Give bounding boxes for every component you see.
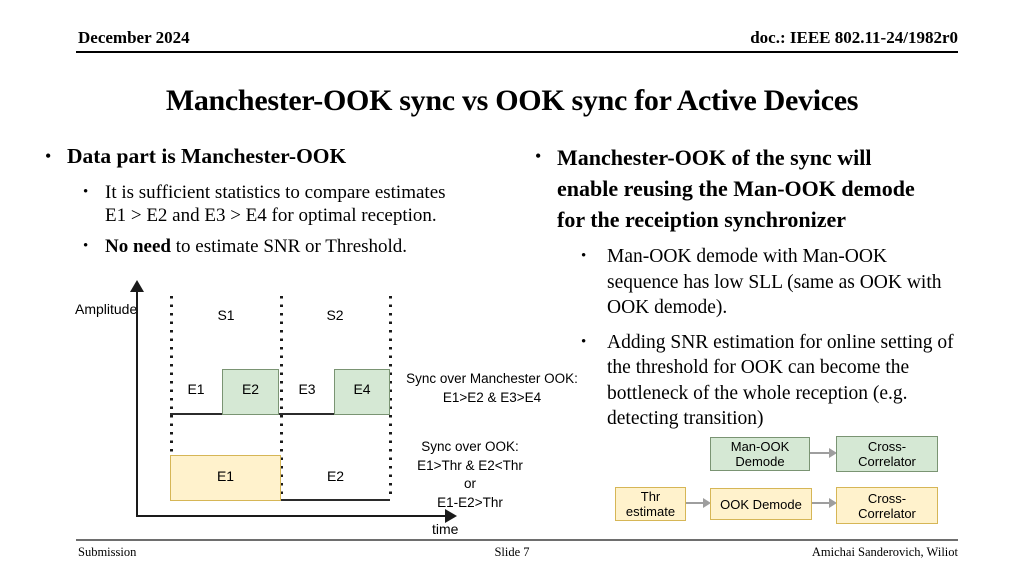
text-line: OOK demode).: [607, 297, 728, 318]
text-line: Man-OOK demode with Man-OOK: [607, 246, 887, 267]
receiver-block-diagram: Man-OOK Demode Cross-Correlator Thr esti…: [610, 430, 955, 530]
text-rest: to estimate SNR or Threshold.: [170, 236, 408, 257]
caption-line: or: [463, 476, 476, 491]
segment-label-s1: S1: [217, 307, 235, 323]
x-axis-arrow-icon: [445, 509, 457, 523]
footer-author: Amichai Sanderovich, Wiliot: [811, 545, 958, 559]
arrow-right-icon: [812, 498, 837, 508]
text-line: detecting transition): [607, 408, 764, 429]
x-axis-label: time: [432, 521, 459, 537]
sub-bullet-man-ook-demode: • Man-OOK demode with Man-OOK sequence h…: [581, 244, 1010, 321]
arrow-head: [829, 448, 837, 458]
bullet-icon: •: [83, 184, 89, 200]
caption-line: E1>E2 & E3>E4: [442, 389, 542, 405]
sub-bullet-sufficient-statistics: • It is sufficient statistics to compare…: [83, 181, 525, 227]
caption-line: Sync over Manchester OOK:: [406, 371, 578, 386]
symbol-boundary-dotted-line: [280, 296, 283, 500]
cross-correlator-top-block: Cross-Correlator: [836, 436, 938, 472]
cross-correlator-bottom-block: Cross-Correlator: [836, 487, 938, 524]
label-ook-e1: E1: [216, 468, 235, 484]
energy-box-e4: [334, 369, 390, 415]
bullet-icon: •: [581, 248, 587, 264]
text-line: E1 > E2 and E3 > E4 for optimal receptio…: [105, 205, 437, 226]
arrow-right-icon: [810, 448, 837, 458]
caption-line: E1-E2>Thr: [437, 494, 503, 510]
bullet-icon: •: [83, 238, 89, 254]
y-axis: [136, 290, 138, 517]
arrow-line: [686, 502, 703, 504]
label-ook-e2: E2: [326, 468, 345, 484]
footer-submission: Submission: [78, 545, 137, 559]
symbol-boundary-dotted-line: [389, 296, 392, 500]
bullet-manchester-sync: • Manchester-OOK of the sync will enable…: [535, 142, 1010, 235]
waveform-low-segment: [170, 413, 223, 415]
arrow-line: [810, 452, 829, 454]
bullet-data-part: • Data part is Manchester-OOK: [45, 142, 525, 170]
sub-bullet-text: No need to estimate SNR or Threshold.: [105, 235, 407, 258]
manchester-sync-caption: Sync over Manchester OOK: E1>E2 & E3>E4: [397, 370, 587, 407]
slide-title: Manchester-OOK sync vs OOK sync for Acti…: [165, 84, 859, 117]
segment-label-s2: S2: [326, 307, 344, 323]
bullet-icon: •: [581, 333, 587, 350]
block-label: Man-OOK Demode: [730, 439, 790, 469]
sub-bullet-snr-estimation: • Adding SNR estimation for online setti…: [581, 330, 1010, 432]
header-divider: [76, 51, 958, 53]
waveform-diagram: Amplitude time S1 S2 E1 E2 E3 E4 Sync ov…: [60, 278, 595, 544]
header-date: December 2024: [78, 28, 190, 47]
block-label: Thr estimate: [625, 489, 676, 519]
left-column: • Data part is Manchester-OOK • It is su…: [45, 142, 525, 258]
y-axis-arrow-icon: [130, 280, 144, 292]
sub-bullet-text: Man-OOK demode with Man-OOK sequence has…: [607, 244, 942, 321]
header-doc-number: doc.: IEEE 802.11-24/1982r0: [750, 28, 958, 47]
waveform-low-segment: [281, 499, 390, 501]
text-line: bottleneck of the whole reception (e.g.: [607, 382, 908, 404]
waveform-low-segment: [279, 413, 335, 415]
label-e4: E4: [353, 381, 371, 397]
text-line: Adding SNR estimation for online setting…: [607, 331, 954, 353]
bullet-icon: •: [535, 146, 542, 166]
man-ook-demode-block: Man-OOK Demode: [710, 437, 810, 471]
ook-demode-block: OOK Demode: [710, 488, 812, 520]
footer-divider: [76, 539, 958, 541]
energy-box-e2: [222, 369, 279, 415]
sub-bullet-text: It is sufficient statistics to compare e…: [105, 181, 446, 227]
text-line: enable reusing the Man-OOK demode: [557, 176, 915, 201]
block-label: Cross-Correlator: [858, 490, 916, 521]
text-line: Manchester-OOK of the sync will: [557, 145, 872, 170]
symbol-boundary-dotted-line: [170, 296, 173, 500]
text-line: sequence has low SLL (same as OOK with: [607, 271, 942, 293]
bullet-text: Manchester-OOK of the sync will enable r…: [557, 142, 915, 235]
energy-box-ook-e1: [170, 455, 281, 501]
bullet-icon: •: [45, 146, 52, 166]
text-line: It is sufficient statistics to compare e…: [105, 182, 446, 203]
block-label: OOK Demode: [720, 496, 802, 512]
footer-slide-number: Slide 7: [494, 545, 530, 559]
caption-line: E1>Thr & E2<Thr: [417, 457, 523, 473]
thr-estimate-block: Thr estimate: [615, 487, 686, 521]
sub-bullet-no-need: • No need to estimate SNR or Threshold.: [83, 235, 525, 258]
block-label: Cross-Correlator: [858, 439, 916, 469]
bullet-text: Data part is Manchester-OOK: [67, 144, 347, 168]
arrow-head: [703, 498, 711, 508]
x-axis: [136, 515, 448, 517]
right-column: • Manchester-OOK of the sync will enable…: [535, 142, 1010, 432]
text-line: the threshold for OOK can become the: [607, 357, 910, 378]
arrow-line: [812, 502, 829, 504]
arrow-head: [829, 498, 837, 508]
emphasized-text: No need: [105, 236, 171, 257]
sub-bullet-text: Adding SNR estimation for online setting…: [607, 330, 954, 432]
label-e1: E1: [187, 381, 205, 397]
ook-sync-caption: Sync over OOK: E1>Thr & E2<Thr or E1-E2>…: [390, 438, 550, 512]
label-e2: E2: [241, 381, 260, 397]
label-e3: E3: [298, 381, 316, 397]
text-line: for the receiption synchronizer: [557, 207, 847, 232]
arrow-right-icon: [686, 498, 711, 508]
y-axis-label: Amplitude: [75, 301, 138, 317]
caption-line: Sync over OOK:: [421, 439, 519, 454]
